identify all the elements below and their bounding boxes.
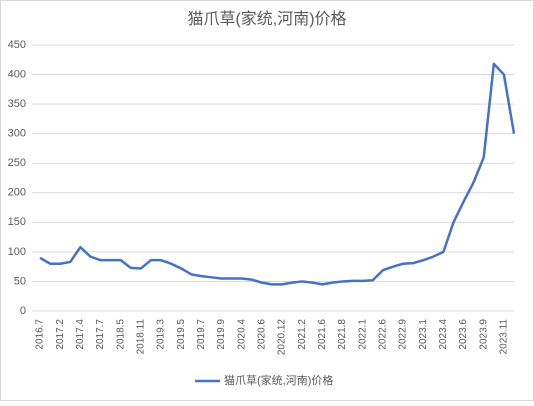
- x-tick-label: 2023.1: [418, 319, 429, 350]
- y-tick-label: 350: [8, 98, 26, 110]
- x-tick-label: 2021.8: [337, 319, 348, 350]
- x-tick-label: 2017.4: [75, 319, 86, 350]
- x-tick-label: 2020.12: [277, 319, 288, 356]
- x-tick-label: 2018.11: [135, 319, 146, 355]
- x-tick-label: 2022.1: [357, 319, 368, 350]
- y-tick-label: 400: [8, 68, 26, 80]
- x-tick-label: 2019.5: [176, 319, 187, 350]
- x-tick-label: 2022.9: [398, 319, 409, 350]
- y-tick-label: 200: [8, 187, 26, 199]
- x-tick-label: 2021.2: [297, 319, 308, 350]
- x-tick-label: 2023.6: [458, 319, 469, 350]
- x-tick-label: 2019.7: [196, 319, 207, 350]
- x-tick-label: 2023.11: [499, 319, 510, 355]
- line-series: [39, 62, 516, 286]
- legend-label: 猫爪草(家统,河南)价格: [224, 373, 333, 387]
- chart-title: 猫爪草(家统,河南)价格: [187, 10, 346, 28]
- x-tick-label: 2019.9: [216, 319, 227, 350]
- y-tick-label: 450: [8, 39, 26, 51]
- x-tick-label: 2017.2: [55, 319, 66, 350]
- x-tick-label: 2020.4: [236, 319, 247, 350]
- x-tick-label: 2018.5: [115, 319, 126, 350]
- y-tick-label: 300: [8, 128, 26, 140]
- y-tick-label: 100: [8, 246, 26, 258]
- y-tick-label: 250: [8, 157, 26, 169]
- x-tick-label: 2019.3: [156, 319, 167, 350]
- x-tick-label: 2021.6: [317, 319, 328, 350]
- x-tick-label: 2020.6: [257, 319, 268, 350]
- x-tick-label: 2016.7: [35, 319, 46, 350]
- x-tick-label: 2017.7: [95, 319, 106, 350]
- x-tick-label: 2023.4: [438, 319, 449, 350]
- y-tick-label: 150: [8, 216, 26, 228]
- x-tick-label: 2022.6: [378, 319, 389, 350]
- y-tick-label: 0: [20, 305, 26, 317]
- x-tick-label: 2023.9: [478, 319, 489, 350]
- y-tick-label: 50: [14, 275, 26, 287]
